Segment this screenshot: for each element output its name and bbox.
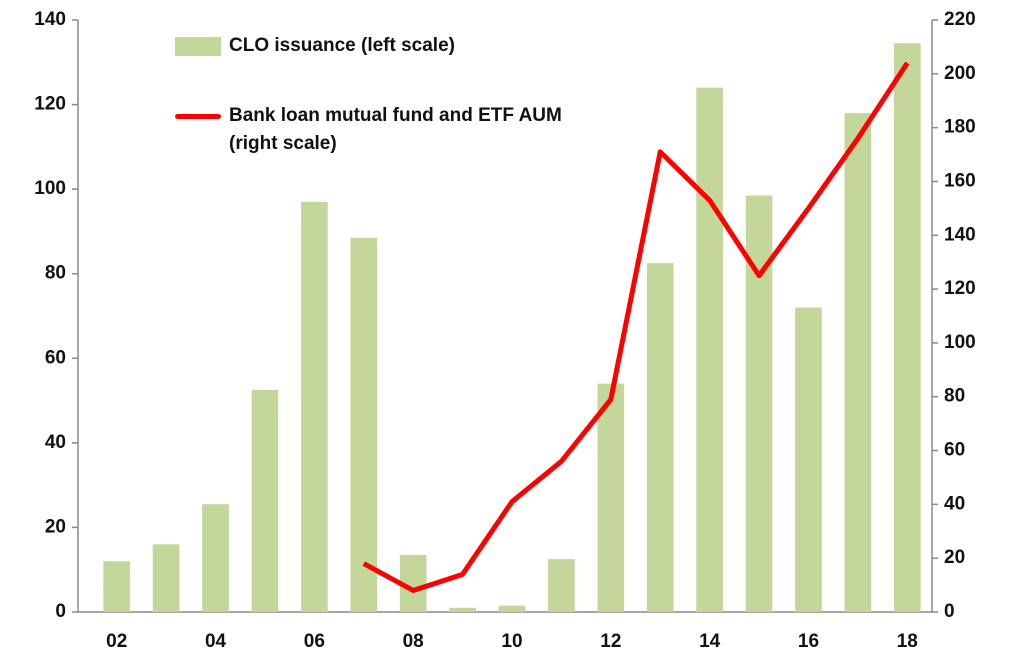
- y-tick-label: 60: [45, 347, 66, 368]
- legend-swatch: [175, 114, 221, 119]
- bar: [449, 607, 476, 612]
- y2-tick-label: 140: [944, 224, 976, 245]
- legend-entry: Bank loan mutual fund and ETF AUM (right…: [175, 102, 615, 158]
- x-tick-label: 06: [304, 631, 325, 652]
- y2-tick-label: 160: [944, 170, 976, 191]
- y-tick-label: 80: [45, 263, 66, 284]
- y-tick-label: 40: [45, 432, 66, 453]
- bar: [251, 390, 279, 612]
- y2-tick-label: 0: [944, 601, 955, 622]
- y-tick-label: 100: [34, 178, 66, 199]
- x-tick-label: 10: [501, 631, 522, 652]
- bar: [795, 307, 822, 612]
- x-tick-label: 16: [798, 631, 819, 652]
- bar: [350, 237, 378, 612]
- x-tick-label: 08: [403, 631, 424, 652]
- y-tick-label: 0: [55, 601, 66, 622]
- x-tick-label: 12: [600, 631, 621, 652]
- y2-tick-label: 80: [944, 386, 965, 407]
- bar: [844, 113, 872, 613]
- bar: [152, 544, 180, 612]
- x-tick-label: 14: [699, 631, 721, 652]
- bar: [202, 504, 229, 612]
- bar: [548, 559, 575, 612]
- y2-tick-label: 180: [944, 117, 976, 138]
- y2-tick-label: 100: [944, 332, 976, 353]
- bar: [646, 263, 674, 612]
- y-tick-label: 120: [34, 94, 66, 115]
- bar: [696, 87, 723, 612]
- x-tick-label: 04: [205, 631, 227, 652]
- legend-entry: CLO issuance (left scale): [175, 32, 615, 60]
- bar: [597, 383, 625, 612]
- y-tick-label: 20: [45, 516, 66, 537]
- y2-tick-label: 60: [944, 440, 965, 461]
- legend-swatch: [175, 37, 221, 56]
- y2-tick-label: 40: [944, 493, 965, 514]
- legend-label: Bank loan mutual fund and ETF AUM (right…: [229, 105, 562, 154]
- bar: [893, 43, 921, 612]
- legend-label: CLO issuance (left scale): [229, 35, 455, 56]
- y2-tick-label: 220: [944, 9, 976, 30]
- bar: [301, 201, 328, 613]
- y2-tick-label: 200: [944, 63, 976, 84]
- y2-tick-label: 20: [944, 547, 965, 568]
- x-tick-label: 02: [106, 631, 127, 652]
- bar: [103, 561, 131, 612]
- y2-tick-label: 120: [944, 278, 976, 299]
- line: [362, 61, 910, 593]
- x-tick-label: 18: [897, 631, 918, 652]
- bar: [498, 605, 526, 612]
- y-tick-label: 140: [34, 9, 66, 30]
